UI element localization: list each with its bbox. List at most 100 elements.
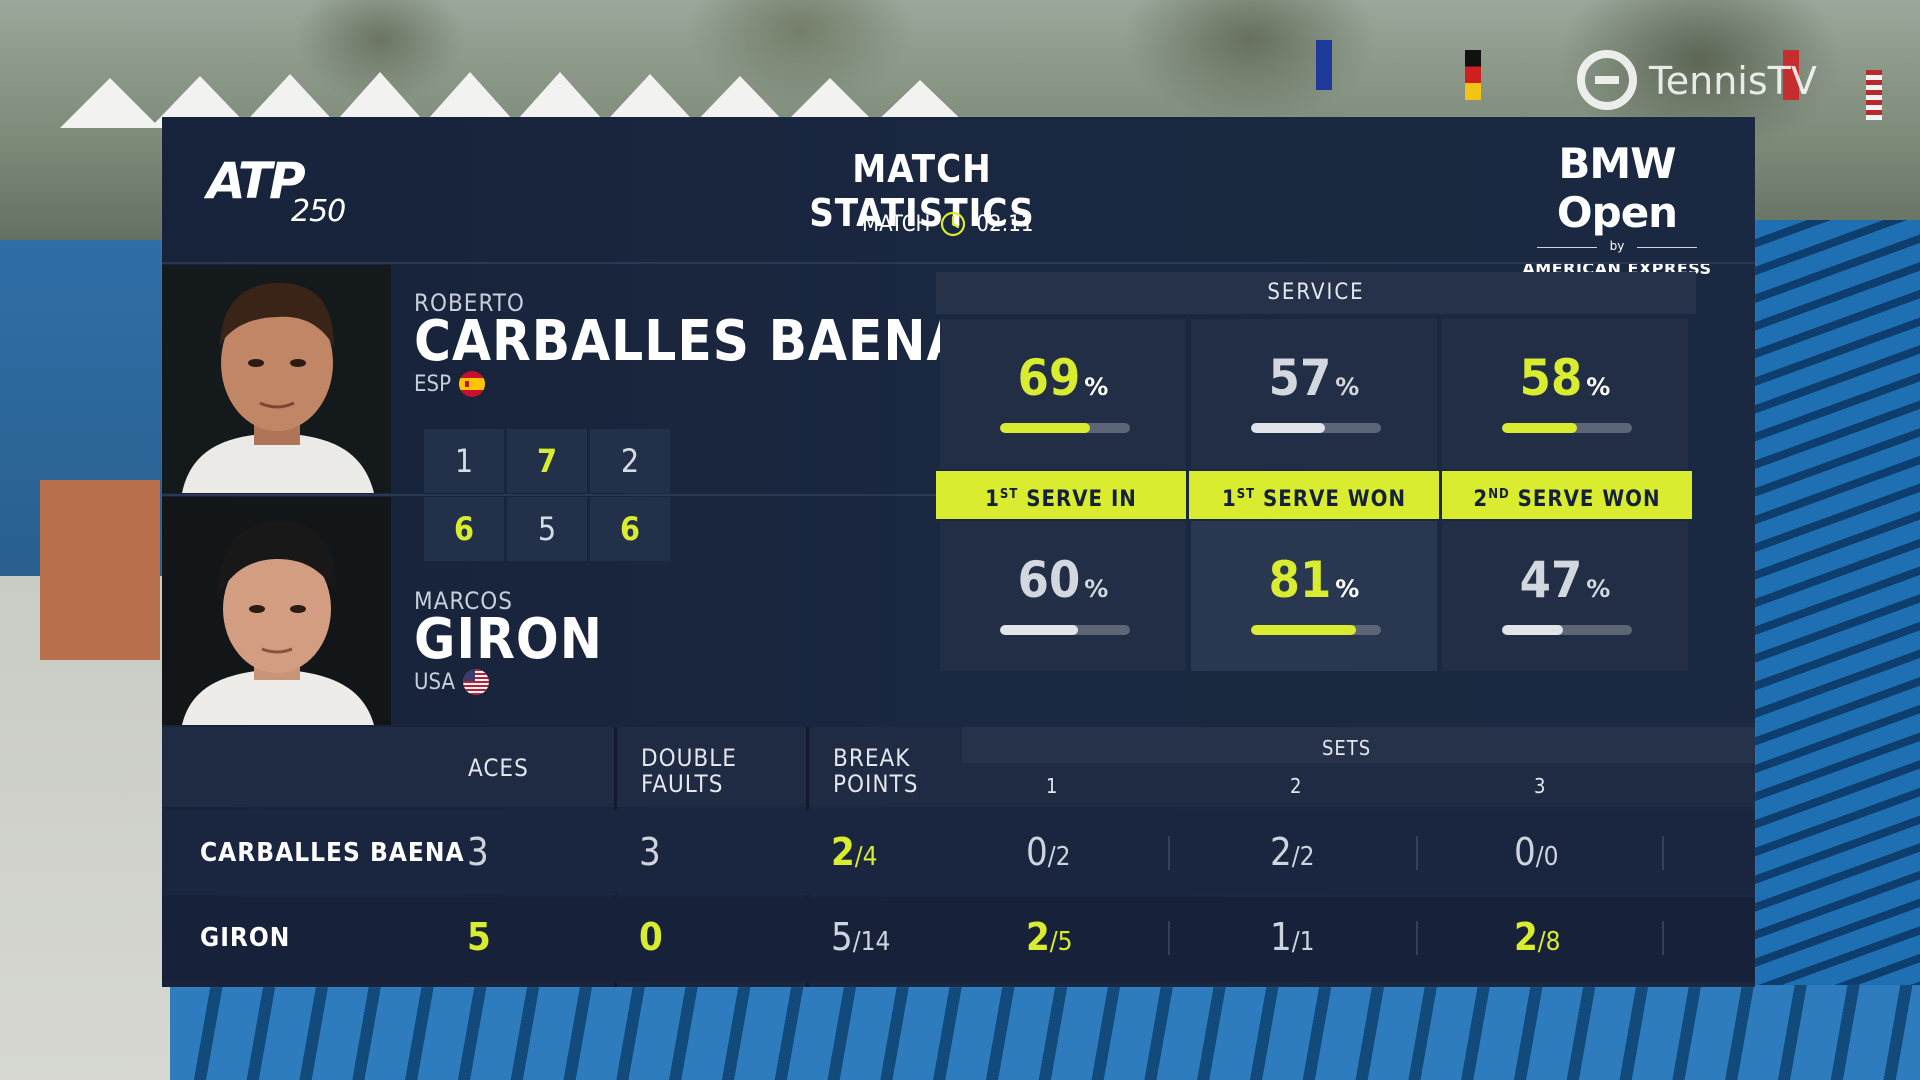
- p2-first-serve-won-bar-fill: [1251, 625, 1357, 635]
- player1-photo: [162, 265, 391, 493]
- p1-second-serve-won: 58%: [1442, 319, 1688, 469]
- players-divider: [162, 494, 936, 496]
- row1-sep1: [1168, 836, 1170, 870]
- label-first-serve-won: 1ST SERVE WON: [1189, 471, 1439, 519]
- flag-eu: [1316, 40, 1332, 90]
- row2-set2-break-points: 1/1: [1270, 915, 1315, 959]
- row1-sep2: [1416, 836, 1418, 870]
- header-divider: [162, 262, 1755, 264]
- p1-first-serve-in-bar: [1000, 423, 1130, 433]
- row2-set3-break-points: 2/8: [1514, 915, 1561, 959]
- row1-set1-break-points: 0/2: [1026, 830, 1071, 874]
- row2-sep2: [1416, 921, 1418, 955]
- p2-first-serve-in-value: 60%: [1017, 551, 1109, 609]
- p1-first-serve-won-bar: [1251, 423, 1381, 433]
- p1-second-serve-won-bar-fill: [1502, 423, 1578, 433]
- flag-germany: [1465, 50, 1481, 100]
- row1-set3-break-points: 0/0: [1514, 830, 1559, 874]
- aces-header: ACES: [468, 754, 529, 782]
- p1-first-serve-in-bar-fill: [1000, 423, 1090, 433]
- row1-sep3: [1662, 836, 1664, 870]
- spain-flag-icon: [459, 371, 486, 397]
- sets-header-band: [962, 727, 1755, 763]
- bottom-stand: [170, 985, 1920, 1080]
- player1-first-name: ROBERTO: [414, 289, 525, 317]
- match-statistics-panel: ATP 250 MATCH STATISTICS MATCH 02:11 BMW…: [162, 117, 1755, 987]
- label-first-serve-in: 1ST SERVE IN: [936, 471, 1186, 519]
- atp-logo-text: ATP: [207, 152, 306, 210]
- double-faults-header-line2: FAULTS: [641, 770, 724, 798]
- set3-header: 3: [1534, 774, 1547, 798]
- p2-second-serve-won: 47%: [1442, 521, 1688, 671]
- page-title: MATCH STATISTICS: [809, 147, 1035, 235]
- player1-set3-score: 2: [590, 429, 670, 493]
- player2-photo: [162, 497, 391, 725]
- p1-first-serve-won: 57%: [1191, 319, 1437, 469]
- table-row: CARBALLES BAENA 3 3 2/4 0/2 2/2 0/0: [162, 810, 1755, 895]
- p1-first-serve-won-value: 57%: [1268, 349, 1360, 407]
- atp-250-logo: ATP 250: [207, 152, 357, 232]
- player2-set1-score: 6: [424, 497, 504, 561]
- set2-header: 2: [1290, 774, 1303, 798]
- usa-flag-icon: [463, 669, 490, 695]
- clay-court: [40, 480, 160, 660]
- right-stand: [1755, 220, 1920, 1080]
- sponsor-logo: BMW Open by AMERICAN EXPRESS: [1492, 139, 1742, 278]
- p1-first-serve-in: 69%: [940, 319, 1186, 469]
- player2-last-name: GIRON: [414, 607, 603, 672]
- p2-first-serve-in-bar: [1000, 625, 1130, 635]
- p1-first-serve-in-value: 69%: [1017, 349, 1109, 407]
- p2-first-serve-in-bar-fill: [1000, 625, 1078, 635]
- row2-sep3: [1662, 921, 1664, 955]
- row2-player-name: GIRON: [200, 923, 291, 953]
- flag-stripes: [1866, 70, 1882, 120]
- player1-country: ESP: [414, 371, 486, 397]
- p2-first-serve-won-bar: [1251, 625, 1381, 635]
- p2-second-serve-won-value: 47%: [1519, 551, 1611, 609]
- row2-set1-break-points: 2/5: [1026, 915, 1073, 959]
- atp-tour-level: 250: [291, 194, 346, 229]
- row2-aces: 5: [467, 915, 491, 959]
- p2-first-serve-in: 60%: [940, 521, 1186, 671]
- sponsor-name: BMW Open: [1556, 139, 1678, 237]
- player2-portrait: [162, 497, 391, 725]
- timer-value: 02:11: [976, 211, 1034, 237]
- double-faults-header-line1: DOUBLE: [641, 744, 737, 772]
- tent-roofs: [60, 72, 970, 128]
- break-points-header-line2: POINTS: [833, 770, 919, 798]
- player1-portrait: [162, 265, 391, 493]
- player2-country-code: USA: [414, 669, 456, 695]
- timer-label: MATCH: [862, 211, 931, 237]
- row2-break-points: 5/14: [831, 915, 891, 959]
- p1-second-serve-won-bar: [1502, 423, 1632, 433]
- set1-header: 1: [1046, 774, 1059, 798]
- player2-set2-score: 5: [507, 497, 587, 561]
- p1-second-serve-won-value: 58%: [1519, 349, 1611, 407]
- row1-aces: 3: [467, 830, 489, 874]
- p2-second-serve-won-bar-fill: [1502, 625, 1564, 635]
- row1-set2-break-points: 2/2: [1270, 830, 1315, 874]
- sponsor-by: by: [1492, 239, 1742, 253]
- row1-break-points: 2/4: [831, 830, 878, 874]
- player1-last-name: CARBALLES BAENA: [414, 309, 967, 374]
- service-heading: SERVICE: [936, 272, 1696, 314]
- p2-first-serve-won-value: 81%: [1268, 551, 1360, 609]
- sets-header: SETS: [1322, 736, 1372, 760]
- row2-double-faults: 0: [639, 915, 663, 959]
- svg-text:TennisTV: TennisTV: [1648, 59, 1817, 103]
- player2-set3-score: 6: [590, 497, 670, 561]
- player2-country: USA: [414, 669, 490, 695]
- row1-player-name: CARBALLES BAENA: [200, 838, 465, 868]
- player1-set2-score: 7: [507, 429, 587, 493]
- match-timer: MATCH 02:11: [862, 209, 1062, 239]
- player2-first-name: MARCOS: [414, 587, 513, 615]
- table-row: GIRON 5 0 5/14 2/5 1/1 2/8: [162, 897, 1755, 982]
- p1-first-serve-won-bar-fill: [1251, 423, 1326, 433]
- player1-country-code: ESP: [414, 371, 452, 397]
- p2-second-serve-won-bar: [1502, 625, 1632, 635]
- player1-set1-score: 1: [424, 429, 504, 493]
- row1-double-faults: 3: [639, 830, 661, 874]
- clock-icon: [941, 211, 966, 237]
- label-second-serve-won: 2ND SERVE WON: [1442, 471, 1692, 519]
- p2-first-serve-won: 81%: [1191, 521, 1437, 671]
